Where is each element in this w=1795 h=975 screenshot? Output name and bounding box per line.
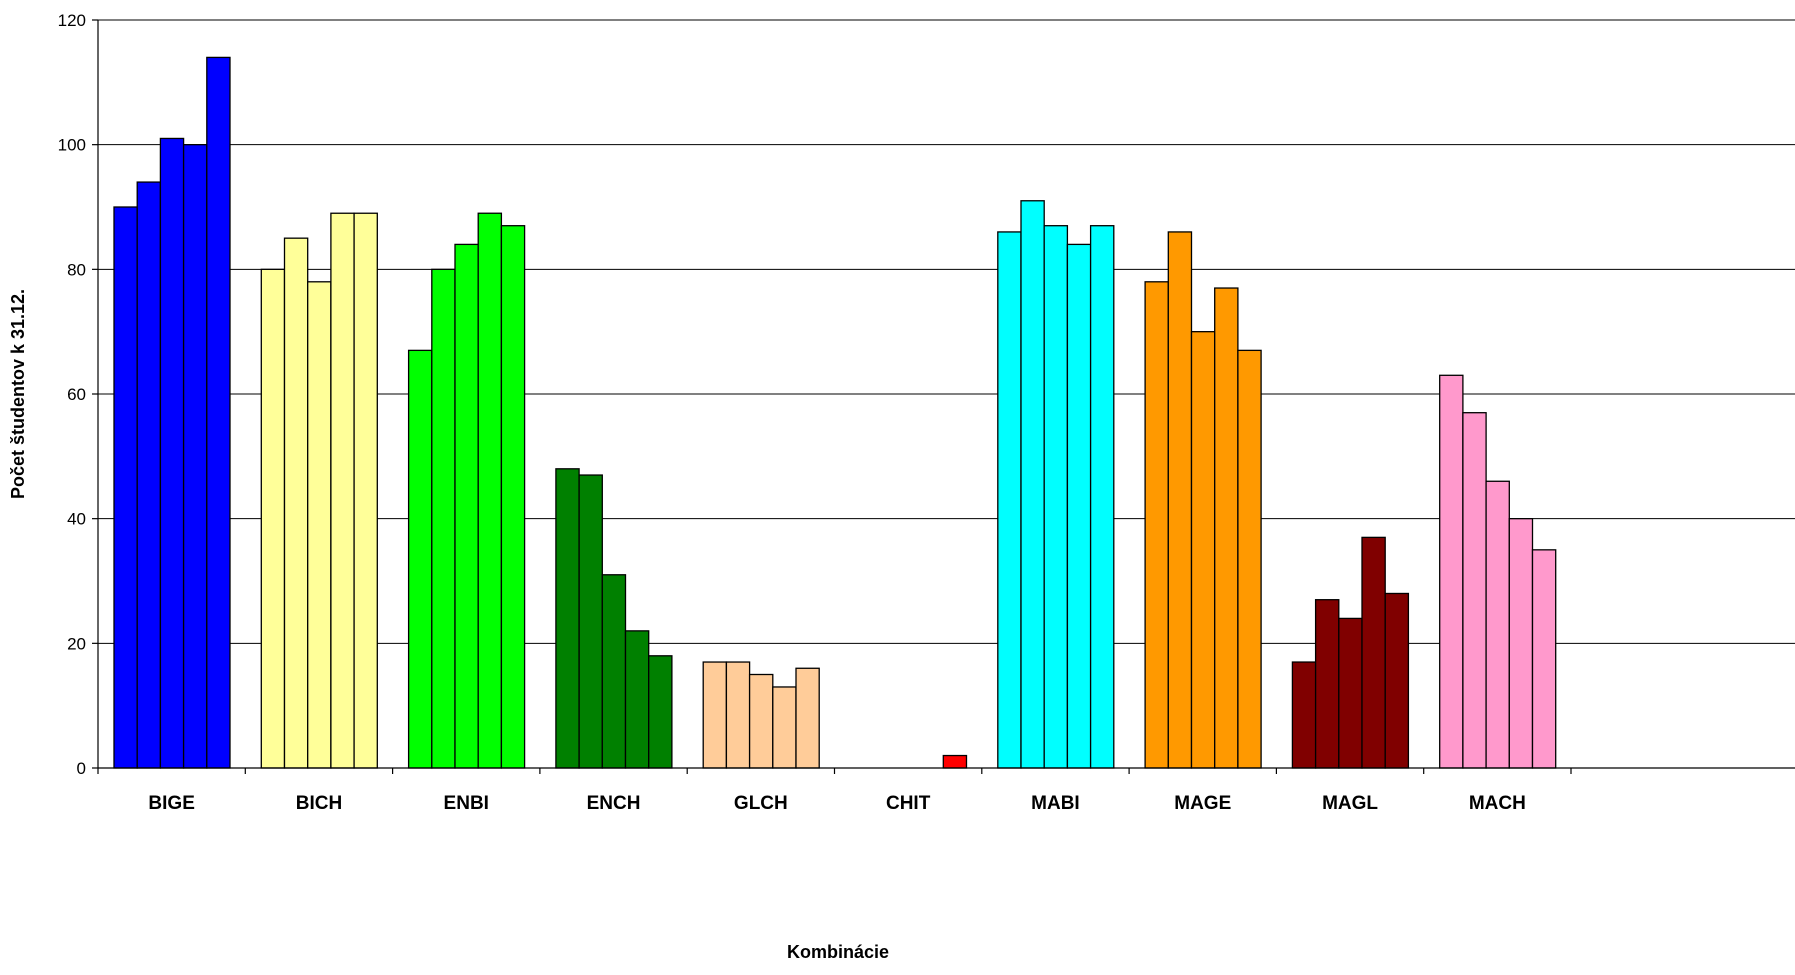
x-tick-label: MACH (1469, 793, 1526, 814)
x-axis-ticks: BIGE BICH ENBI ENCH GLCH CHIT MABI MAGE MAGL MACH (97, 768, 1572, 814)
bar-glch-5 (795, 667, 820, 769)
bar-mach-2 (1462, 412, 1487, 769)
x-tick-label: CHIT (886, 793, 931, 814)
bar-magl-1 (1291, 661, 1317, 769)
y-tick-label: 100 (58, 136, 86, 155)
bar-enbi-2 (431, 268, 456, 769)
bar-bige-2 (136, 181, 162, 769)
bar-enbi-1 (407, 349, 433, 769)
y-tick-label: 120 (58, 11, 86, 30)
y-tick-label: 0 (77, 759, 86, 778)
bar-mabi-4 (1066, 243, 1092, 769)
y-tick-label: 40 (67, 510, 86, 529)
bar-mach-1 (1439, 374, 1464, 769)
bar-mach-5 (1531, 549, 1557, 769)
bar-mage-5 (1237, 349, 1262, 769)
x-tick-label: BIGE (148, 793, 194, 814)
x-axis-title: Kombinácie (787, 942, 889, 962)
bar-enbi-5 (500, 225, 526, 769)
y-axis-title: Počet študentov k 31.12. (8, 289, 28, 499)
bar-bige-4 (182, 144, 208, 769)
bar-bich-5 (353, 212, 378, 769)
bar-bich-1 (260, 268, 286, 769)
y-tick-label: 60 (67, 385, 86, 404)
x-tick-label: GLCH (734, 793, 788, 814)
bar-mage-2 (1167, 231, 1193, 769)
x-tick-label: BICH (296, 793, 342, 814)
y-tick-label: 80 (67, 260, 86, 279)
bar-ench-5 (648, 655, 673, 769)
bar-magl-5 (1384, 592, 1410, 769)
bar-mage-4 (1214, 287, 1239, 769)
bar-mabi-2 (1020, 200, 1045, 769)
bar-enbi-3 (454, 243, 479, 769)
bar-ench-2 (578, 474, 603, 769)
bar-mage-1 (1144, 281, 1169, 769)
x-tick-label: MAGL (1322, 793, 1378, 814)
x-tick-label: ENCH (587, 793, 641, 814)
bar-bige-3 (159, 137, 185, 769)
bars (113, 56, 1557, 769)
bar-glch-1 (702, 661, 728, 769)
bar-bich-4 (330, 212, 355, 769)
bar-bich-2 (283, 237, 309, 769)
bar-ench-4 (624, 630, 650, 769)
bar-magl-2 (1314, 599, 1340, 769)
bar-bich-3 (307, 281, 332, 769)
bar-glch-4 (772, 686, 797, 769)
bar-ench-1 (555, 468, 580, 769)
y-axis-ticks: 0 20 40 60 80 100 120 (58, 11, 98, 778)
bar-mach-4 (1508, 518, 1534, 769)
bar-glch-3 (748, 673, 774, 769)
bar-glch-2 (725, 661, 751, 769)
bar-bige-5 (206, 56, 231, 769)
bar-bige-1 (113, 206, 138, 769)
bar-mage-3 (1190, 331, 1216, 769)
bar-enbi-4 (477, 212, 503, 769)
bar-mabi-3 (1043, 225, 1069, 769)
bar-chit-5 (942, 754, 968, 769)
x-tick-label: MAGE (1174, 793, 1231, 814)
y-tick-label: 20 (67, 634, 86, 653)
bar-mach-3 (1485, 480, 1510, 769)
bar-magl-4 (1361, 536, 1386, 769)
bar-magl-3 (1338, 617, 1363, 769)
x-tick-label: MABI (1031, 793, 1080, 814)
x-tick-label: ENBI (444, 793, 489, 814)
bar-mabi-1 (997, 231, 1022, 769)
bar-ench-3 (601, 574, 627, 769)
bar-mabi-5 (1089, 225, 1115, 769)
